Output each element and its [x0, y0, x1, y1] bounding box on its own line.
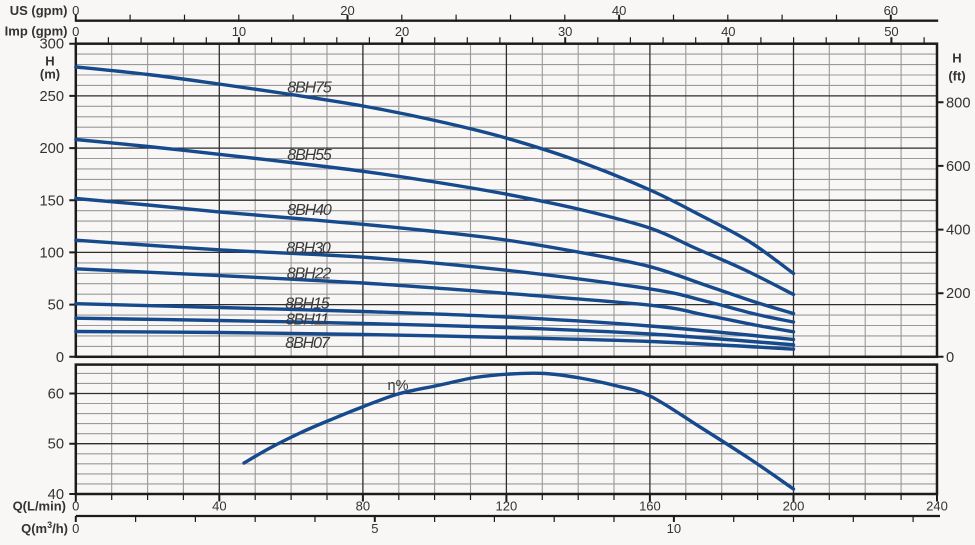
svg-text:50: 50: [48, 298, 64, 314]
svg-text:10: 10: [232, 24, 246, 39]
svg-text:10: 10: [667, 521, 681, 536]
svg-text:40: 40: [212, 499, 226, 514]
svg-text:600: 600: [946, 159, 971, 175]
svg-text:60: 60: [884, 3, 898, 18]
svg-text:120: 120: [496, 499, 518, 514]
svg-text:200: 200: [946, 286, 971, 302]
svg-text:Imp (gpm): Imp (gpm): [5, 23, 68, 38]
svg-text:200: 200: [39, 141, 64, 157]
svg-text:100: 100: [39, 245, 64, 261]
svg-text:150: 150: [39, 193, 64, 209]
svg-text:40: 40: [48, 487, 64, 503]
svg-text:8BH75: 8BH75: [287, 80, 332, 97]
svg-text:400: 400: [946, 223, 971, 239]
svg-text:50: 50: [48, 437, 64, 453]
svg-text:8BH55: 8BH55: [287, 147, 332, 164]
svg-text:H: H: [45, 53, 54, 68]
svg-text:0: 0: [946, 350, 954, 366]
svg-text:800: 800: [946, 95, 971, 111]
svg-text:(m): (m): [40, 66, 60, 81]
svg-text:8BH11: 8BH11: [286, 312, 328, 329]
svg-text:250: 250: [39, 89, 64, 105]
svg-text:8BH40: 8BH40: [287, 202, 332, 219]
svg-text:0: 0: [72, 3, 79, 18]
svg-text:0: 0: [72, 521, 79, 536]
svg-text:Q(L/min): Q(L/min): [13, 499, 66, 514]
svg-text:(ft): (ft): [948, 68, 965, 83]
svg-text:8BH15: 8BH15: [285, 296, 330, 313]
svg-text:40: 40: [721, 24, 735, 39]
svg-text:0: 0: [72, 24, 79, 39]
svg-text:160: 160: [639, 499, 661, 514]
svg-text:40: 40: [612, 3, 626, 18]
svg-text:US (gpm): US (gpm): [10, 3, 68, 18]
svg-text:8BH22: 8BH22: [287, 265, 332, 282]
svg-text:20: 20: [395, 24, 409, 39]
svg-text:0: 0: [72, 499, 79, 514]
svg-text:60: 60: [48, 386, 64, 402]
svg-text:H: H: [952, 50, 961, 65]
svg-text:300: 300: [39, 37, 64, 53]
svg-text:8BH30: 8BH30: [286, 240, 331, 257]
svg-text:8BH07: 8BH07: [285, 335, 331, 352]
svg-text:240: 240: [926, 499, 948, 514]
svg-text:Q(m3/h): Q(m3/h): [21, 520, 68, 536]
svg-text:50: 50: [884, 24, 898, 39]
svg-text:0: 0: [56, 350, 64, 366]
svg-text:80: 80: [356, 499, 370, 514]
svg-text:η%: η%: [388, 378, 409, 394]
svg-text:30: 30: [558, 24, 572, 39]
svg-text:5: 5: [371, 521, 378, 536]
svg-text:200: 200: [783, 499, 805, 514]
svg-text:20: 20: [340, 3, 354, 18]
